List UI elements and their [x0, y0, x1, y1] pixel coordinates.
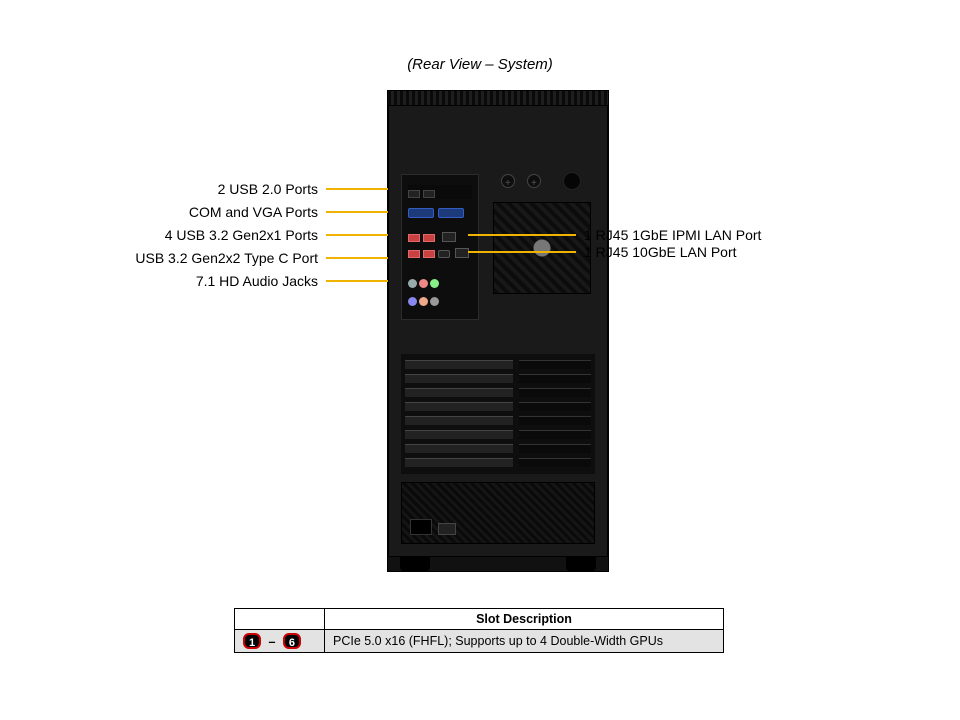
callout-left: 2 USB 2.0 Ports [218, 181, 388, 197]
table-header-left [235, 609, 325, 630]
figure-title: (Rear View – System) [0, 56, 960, 73]
callout-left: 4 USB 3.2 Gen2x1 Ports [165, 227, 388, 243]
chassis-rear-view [387, 90, 609, 572]
screw-icon [501, 174, 515, 188]
callout-left: 7.1 HD Audio Jacks [196, 273, 388, 289]
callout-line [326, 234, 388, 236]
callout-line [326, 211, 388, 213]
callout-line [468, 234, 576, 236]
power-switch-icon [438, 523, 456, 535]
callout-label: 2 USB 2.0 Ports [218, 181, 318, 197]
table-slot-range: 1 – 6 [235, 630, 325, 653]
com-vga-ports [408, 205, 472, 219]
pci-slot-area [401, 354, 595, 474]
foot [566, 557, 596, 571]
callout-left: COM and VGA Ports [189, 204, 388, 220]
callout-left: USB 3.2 Gen2x2 Type C Port [135, 250, 388, 266]
callout-label: 1 RJ45 10GbE LAN Port [584, 244, 737, 260]
slot-chip-to: 6 [283, 633, 301, 649]
power-socket-icon [410, 519, 432, 535]
usb32-row-2 [408, 245, 472, 259]
callout-right: 1 RJ45 10GbE LAN Port [468, 244, 737, 260]
usb2-ports [408, 185, 472, 199]
callout-line [326, 280, 388, 282]
screw-icon [527, 174, 541, 188]
callout-label: 4 USB 3.2 Gen2x1 Ports [165, 227, 318, 243]
usb32-row-1 [408, 229, 472, 243]
chassis-body [388, 105, 608, 557]
top-vent [388, 91, 608, 105]
callout-label: 1 RJ45 1GbE IPMI LAN Port [584, 227, 761, 243]
table-slot-desc: PCIe 5.0 x16 (FHFL); Supports up to 4 Do… [325, 630, 724, 653]
callout-line [468, 251, 576, 253]
psu [401, 482, 595, 544]
slot-description-table: Slot Description 1 – 6 PCIe 5.0 x16 (FHF… [234, 608, 724, 653]
callout-line [326, 188, 388, 190]
foot [400, 557, 430, 571]
dash-icon: – [268, 635, 275, 649]
knob-icon [563, 172, 581, 190]
audio-jacks [408, 275, 472, 289]
callout-right: 1 RJ45 1GbE IPMI LAN Port [468, 227, 761, 243]
callout-label: USB 3.2 Gen2x2 Type C Port [135, 250, 318, 266]
callout-label: COM and VGA Ports [189, 204, 318, 220]
slot-chip-from: 1 [243, 633, 261, 649]
table-header-right: Slot Description [325, 609, 724, 630]
callout-line [326, 257, 388, 259]
callout-label: 7.1 HD Audio Jacks [196, 273, 318, 289]
